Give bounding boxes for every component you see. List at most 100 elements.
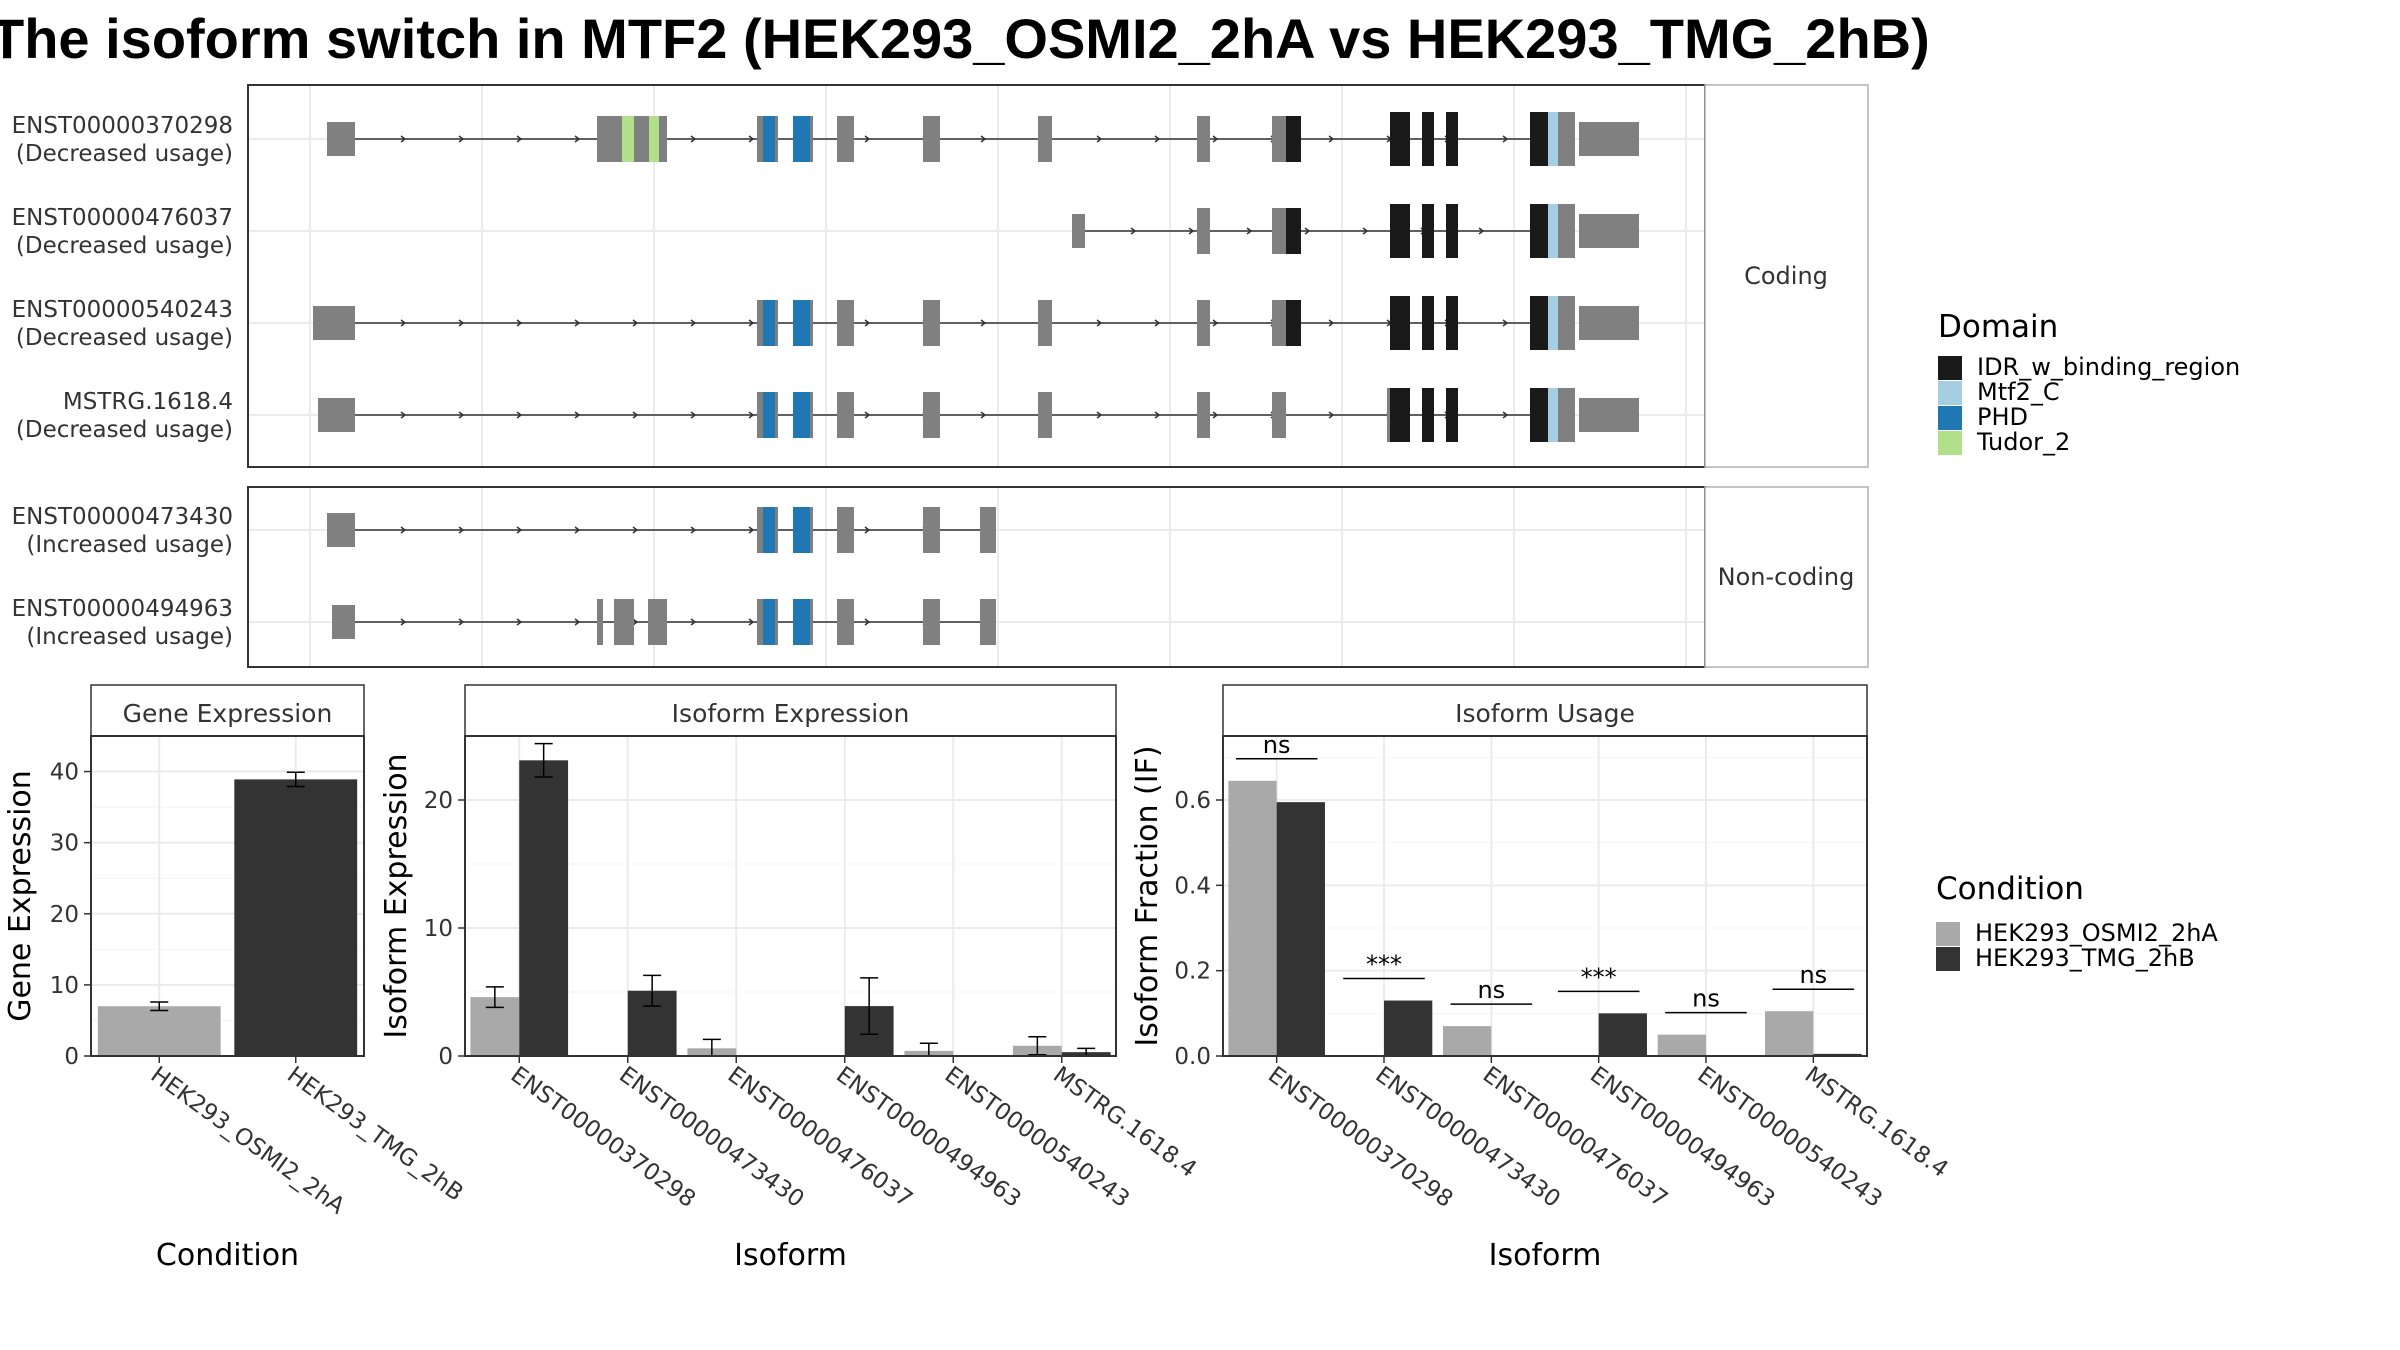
exon-block [1072, 214, 1085, 248]
y-tick-label: 0.2 [1174, 959, 1211, 985]
exon-block [1579, 122, 1639, 156]
y-tick-label: 10 [424, 916, 453, 942]
x-axis-title: Isoform [1489, 1238, 1602, 1273]
panel-title: Isoform Usage [1455, 699, 1635, 728]
exon-block [810, 116, 813, 162]
exon-block [1286, 116, 1301, 162]
exon-block [793, 116, 810, 162]
bar [1813, 1053, 1862, 1056]
direction-arrow [516, 319, 523, 327]
direction-arrow [864, 618, 871, 626]
facet-label-coding: Coding [1744, 262, 1828, 290]
significance-label: *** [1366, 951, 1402, 979]
direction-arrow [864, 135, 871, 143]
x-tick-label: ENST00000476037 [1478, 1062, 1672, 1213]
legend-swatch [1938, 406, 1962, 430]
exon-block [793, 300, 810, 346]
exon-block [1272, 392, 1286, 438]
exon-block [1548, 296, 1558, 350]
direction-arrow [458, 618, 465, 626]
plot-background [1223, 736, 1867, 1056]
legend-title: Condition [1936, 871, 2084, 907]
direction-arrow [690, 135, 697, 143]
exon-block [837, 392, 854, 438]
y-tick-label: 20 [424, 788, 453, 814]
direction-arrow [574, 526, 581, 534]
legend-swatch [1938, 381, 1962, 405]
direction-arrow [574, 319, 581, 327]
direction-arrow [1478, 227, 1485, 235]
x-tick-label: ENST00000473430 [1370, 1062, 1564, 1213]
exon-block [1422, 204, 1434, 258]
exon-block [837, 300, 854, 346]
direction-arrow [1362, 227, 1369, 235]
bar [234, 779, 358, 1056]
x-tick-label: ENST00000473430 [614, 1062, 808, 1213]
transcript-id-label: MSTRG.1618.4 [63, 389, 233, 415]
exon-block [659, 116, 667, 162]
direction-arrow [516, 618, 523, 626]
direction-arrow [1154, 135, 1161, 143]
direction-arrow [864, 526, 871, 534]
transcript-id-label: ENST00000473430 [12, 504, 233, 530]
exon-block [614, 599, 634, 645]
exon-block [1286, 208, 1301, 254]
exon-block [313, 306, 355, 340]
significance-label: ns [1799, 961, 1827, 989]
x-axis-title: Isoform [734, 1238, 847, 1273]
exon-block [775, 599, 778, 645]
transcript-id-label: ENST00000540243 [12, 297, 233, 323]
direction-arrow [690, 618, 697, 626]
exon-block [757, 599, 763, 645]
exon-block [1558, 388, 1575, 442]
y-tick-label: 0.0 [1174, 1044, 1211, 1070]
direction-arrow [1096, 135, 1103, 143]
exon-block [648, 599, 667, 645]
direction-arrow [1502, 411, 1509, 419]
y-axis-title: Isoform Expression [379, 753, 414, 1038]
direction-arrow [574, 618, 581, 626]
exon-block [923, 507, 940, 553]
exon-block [990, 507, 996, 553]
direction-arrow [516, 135, 523, 143]
significance-label: ns [1692, 985, 1720, 1013]
x-tick-label: ENST00000494963 [1585, 1062, 1779, 1213]
direction-arrow [400, 319, 407, 327]
exon-block [1558, 112, 1575, 166]
exon-block [763, 300, 775, 346]
exon-block [923, 599, 940, 645]
exon-block [1530, 204, 1548, 258]
direction-arrow [458, 411, 465, 419]
exon-block [793, 392, 810, 438]
direction-arrow [1096, 319, 1103, 327]
bar [519, 760, 569, 1056]
direction-arrow [690, 526, 697, 534]
exon-block [810, 392, 813, 438]
transcript-id-label: ENST00000370298 [12, 113, 233, 139]
exon-block [1390, 112, 1410, 166]
direction-arrow [748, 411, 755, 419]
exon-block [1558, 204, 1575, 258]
exon-block [1038, 300, 1052, 346]
exon-block [1548, 388, 1558, 442]
exon-block [1530, 388, 1548, 442]
x-tick-label: ENST00000494963 [831, 1062, 1025, 1213]
direction-arrow [864, 319, 871, 327]
isoform-usage-chart: Isoform Usage 0.0 0.2 0.4 0.6 ENST00000370298… [1130, 684, 1953, 1273]
exon-block [793, 507, 810, 553]
direction-arrow [458, 526, 465, 534]
exon-block [1390, 204, 1410, 258]
bar [1765, 1011, 1814, 1056]
direction-arrow [1154, 319, 1161, 327]
exon-block [1272, 300, 1286, 346]
significance-label: ns [1477, 976, 1505, 1004]
plot-border [464, 735, 1117, 1057]
exon-block [1530, 112, 1548, 166]
direction-arrow [1212, 135, 1219, 143]
exon-block [757, 300, 763, 346]
exon-block [1197, 208, 1210, 254]
exon-block [757, 116, 763, 162]
exon-block [923, 300, 940, 346]
exon-block [775, 116, 778, 162]
y-tick-label: 0.4 [1174, 873, 1211, 899]
